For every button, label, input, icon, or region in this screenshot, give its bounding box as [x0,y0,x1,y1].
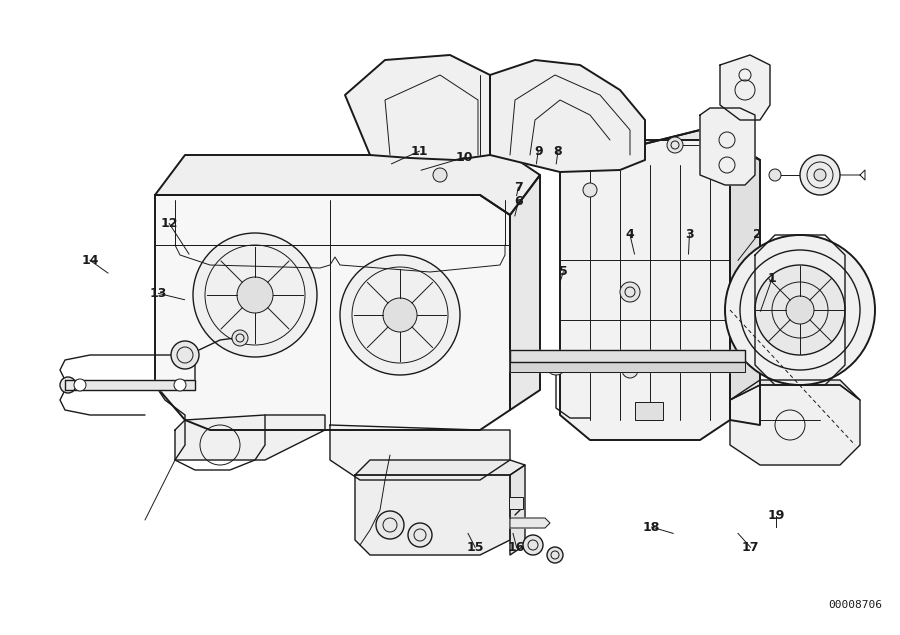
Text: 14: 14 [81,254,99,267]
Text: 18: 18 [643,521,661,533]
Text: 15: 15 [466,541,484,554]
Polygon shape [175,415,325,460]
Circle shape [408,523,432,547]
Text: 13: 13 [149,287,167,300]
Circle shape [383,298,417,332]
Polygon shape [155,155,540,215]
Text: 4: 4 [626,229,634,241]
Circle shape [667,137,683,153]
Polygon shape [730,385,860,465]
Polygon shape [65,380,195,390]
Bar [509,497,523,509]
Circle shape [237,277,273,313]
Circle shape [814,169,826,181]
Text: 16: 16 [508,541,526,554]
Circle shape [620,282,640,302]
Text: 9: 9 [534,145,543,157]
Polygon shape [700,108,755,185]
Polygon shape [510,518,550,528]
Circle shape [725,235,875,385]
Polygon shape [490,60,645,172]
Text: 5: 5 [559,265,568,278]
Circle shape [74,379,86,391]
Circle shape [800,155,840,195]
Polygon shape [510,465,525,555]
Polygon shape [560,130,730,440]
Polygon shape [155,195,510,430]
Polygon shape [510,362,745,372]
Circle shape [523,535,543,555]
Polygon shape [330,425,510,480]
Text: 8: 8 [554,145,562,157]
Text: 10: 10 [455,151,473,164]
Circle shape [60,377,76,393]
Text: 2: 2 [753,229,762,241]
Circle shape [232,330,248,346]
Polygon shape [510,350,745,362]
Text: 17: 17 [742,541,760,554]
Text: 00008706: 00008706 [828,600,882,610]
Circle shape [755,265,845,355]
Circle shape [786,296,814,324]
Circle shape [622,362,638,378]
Circle shape [546,355,566,375]
Circle shape [174,379,186,391]
Polygon shape [720,55,770,120]
Text: 6: 6 [514,196,523,208]
Text: 12: 12 [160,217,178,230]
Circle shape [433,168,447,182]
Text: 19: 19 [767,509,785,522]
Polygon shape [560,130,760,165]
Text: 11: 11 [410,145,428,157]
Circle shape [193,233,317,357]
Polygon shape [355,460,525,475]
Circle shape [769,169,781,181]
Circle shape [547,547,563,563]
Bar [635,402,663,420]
Circle shape [583,183,597,197]
Polygon shape [730,380,860,400]
Polygon shape [510,175,540,410]
Polygon shape [345,55,490,160]
Polygon shape [730,145,760,425]
Text: 3: 3 [685,229,694,241]
Circle shape [171,341,199,369]
Text: 1: 1 [768,272,777,284]
Text: 7: 7 [514,181,523,194]
Polygon shape [355,475,510,555]
Circle shape [340,255,460,375]
Circle shape [376,511,404,539]
